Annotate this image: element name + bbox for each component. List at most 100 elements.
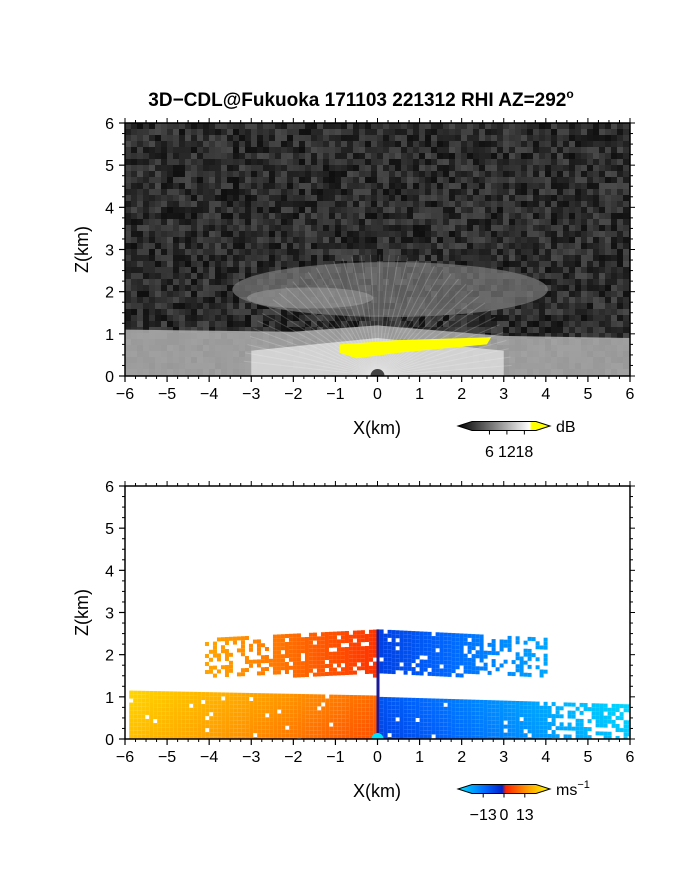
noise-cell	[185, 135, 191, 141]
noise-cell	[623, 123, 629, 129]
noise-cell	[281, 171, 287, 177]
velocity-cell	[229, 704, 234, 709]
velocity-cell	[161, 731, 166, 736]
velocity-cell	[293, 697, 298, 702]
noise-cell	[569, 183, 575, 189]
noise-cell	[353, 183, 359, 189]
noise-cell	[545, 255, 551, 261]
noise-cell	[329, 129, 335, 135]
velocity-cell	[129, 710, 134, 715]
noise-cell	[485, 225, 491, 231]
noise-cell	[479, 189, 485, 195]
noise-cell	[611, 309, 617, 315]
velocity-cell	[365, 723, 370, 728]
noise-cell	[599, 225, 605, 231]
noise-cell	[215, 237, 221, 243]
velocity-cell	[387, 701, 392, 706]
noise-cell	[287, 183, 293, 189]
noise-cell	[551, 159, 557, 165]
noise-cell	[413, 171, 419, 177]
velocity-cell	[333, 718, 338, 723]
noise-cell	[359, 135, 365, 141]
noise-cell	[335, 237, 341, 243]
velocity-cell	[169, 711, 174, 716]
x-tick-label: −6	[116, 386, 134, 403]
noise-cell	[443, 249, 449, 255]
velocity-cell	[329, 734, 334, 739]
noise-cell	[143, 183, 149, 189]
velocity-cell	[173, 707, 178, 712]
noise-cell	[431, 243, 437, 249]
noise-cell	[491, 171, 497, 177]
noise-cell	[485, 201, 491, 207]
noise-cell	[533, 171, 539, 177]
velocity-cell	[403, 701, 408, 706]
noise-cell	[443, 135, 449, 141]
velocity-cell	[353, 703, 358, 708]
velocity-cell	[141, 722, 146, 727]
noise-cell	[161, 171, 167, 177]
noise-cell	[623, 231, 629, 237]
velocity-cell	[467, 707, 472, 712]
velocity-cell	[309, 710, 314, 715]
velocity-cell	[185, 703, 190, 708]
noise-cell	[539, 183, 545, 189]
noise-cell	[251, 231, 257, 237]
noise-cell	[179, 159, 185, 165]
noise-cell	[599, 267, 605, 273]
noise-cell	[617, 171, 623, 177]
noise-cell	[293, 249, 299, 255]
noise-cell	[233, 261, 239, 267]
noise-cell	[563, 183, 569, 189]
noise-cell	[227, 213, 233, 219]
noise-cell	[167, 183, 173, 189]
noise-cell	[197, 297, 203, 303]
noise-cell	[521, 219, 527, 225]
noise-cell	[617, 135, 623, 141]
noise-cell	[167, 273, 173, 279]
velocity-cell	[495, 736, 500, 739]
noise-cell	[497, 243, 503, 249]
velocity-cell	[129, 690, 134, 695]
velocity-cell	[491, 704, 496, 709]
velocity-cell	[471, 703, 476, 708]
noise-cell	[143, 189, 149, 195]
noise-cell	[287, 189, 293, 195]
noise-cell	[485, 153, 491, 159]
noise-cell	[251, 141, 257, 147]
noise-cell	[197, 225, 203, 231]
velocity-cell	[173, 723, 178, 728]
velocity-cell	[443, 722, 448, 727]
velocity-cell	[269, 733, 274, 738]
noise-cell	[551, 183, 557, 189]
velocity-cell	[467, 715, 472, 720]
noise-cell	[251, 315, 257, 321]
noise-cell	[515, 327, 521, 333]
noise-cell	[149, 129, 155, 135]
noise-cell	[617, 177, 623, 183]
noise-cell	[401, 201, 407, 207]
noise-cell	[605, 279, 611, 285]
noise-cell	[569, 189, 575, 195]
velocity-cell	[365, 735, 370, 739]
noise-cell	[605, 309, 611, 315]
velocity-cell	[317, 726, 322, 731]
noise-cell	[245, 267, 251, 273]
noise-cell	[239, 129, 245, 135]
velocity-cell	[475, 703, 480, 708]
noise-cell	[551, 135, 557, 141]
noise-cell	[611, 207, 617, 213]
velocity-cell	[427, 714, 432, 719]
noise-cell	[539, 189, 545, 195]
noise-cell	[251, 309, 257, 315]
noise-cell	[485, 129, 491, 135]
velocity-cell	[233, 704, 238, 709]
noise-cell	[293, 207, 299, 213]
noise-cell	[173, 285, 179, 291]
velocity-cell	[325, 734, 330, 739]
velocity-cell	[197, 707, 202, 712]
velocity-cell	[177, 703, 182, 708]
noise-cell	[605, 267, 611, 273]
noise-cell	[293, 321, 299, 327]
noise-cell	[227, 207, 233, 213]
